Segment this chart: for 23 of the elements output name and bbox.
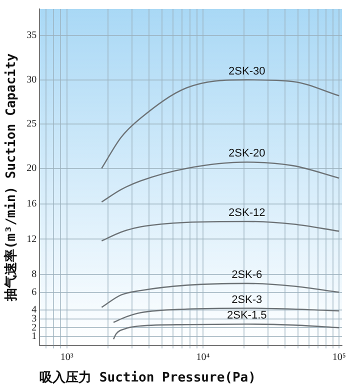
y-tick-label: 30: [26, 74, 37, 86]
series-label: 2SK-6: [232, 268, 262, 281]
y-tick-label: 16: [26, 198, 37, 210]
y-tick-label: 4: [32, 304, 37, 316]
y-axis-title: 抽气速率(m³/min) Suction Capacity: [3, 53, 20, 302]
y-tick-label: 1: [32, 331, 37, 342]
x-tick-label: 10³: [60, 352, 74, 364]
series-label: 2SK-12: [228, 206, 266, 219]
y-tick-label: 6: [32, 286, 37, 298]
y-tick-label: 3: [32, 313, 37, 324]
x-axis-title: 吸入压力 Suction Pressure(Pa): [40, 370, 256, 386]
series-label: 2SK-1.5: [226, 310, 267, 322]
y-tick-label: 20: [26, 162, 37, 174]
y-tick-label: 35: [26, 30, 37, 42]
x-tick-label: 10⁵: [332, 352, 346, 364]
y-tick-label: 2: [32, 322, 37, 334]
y-tick-label: 25: [26, 118, 37, 130]
series-label: 2SK-20: [228, 148, 266, 160]
y-tick-label: 8: [32, 269, 37, 280]
x-tick-label: 10⁴: [196, 352, 210, 364]
series-label: 2SK-30: [228, 65, 266, 78]
series-label: 2SK-3: [232, 294, 262, 306]
y-tick-label: 12: [26, 234, 37, 245]
